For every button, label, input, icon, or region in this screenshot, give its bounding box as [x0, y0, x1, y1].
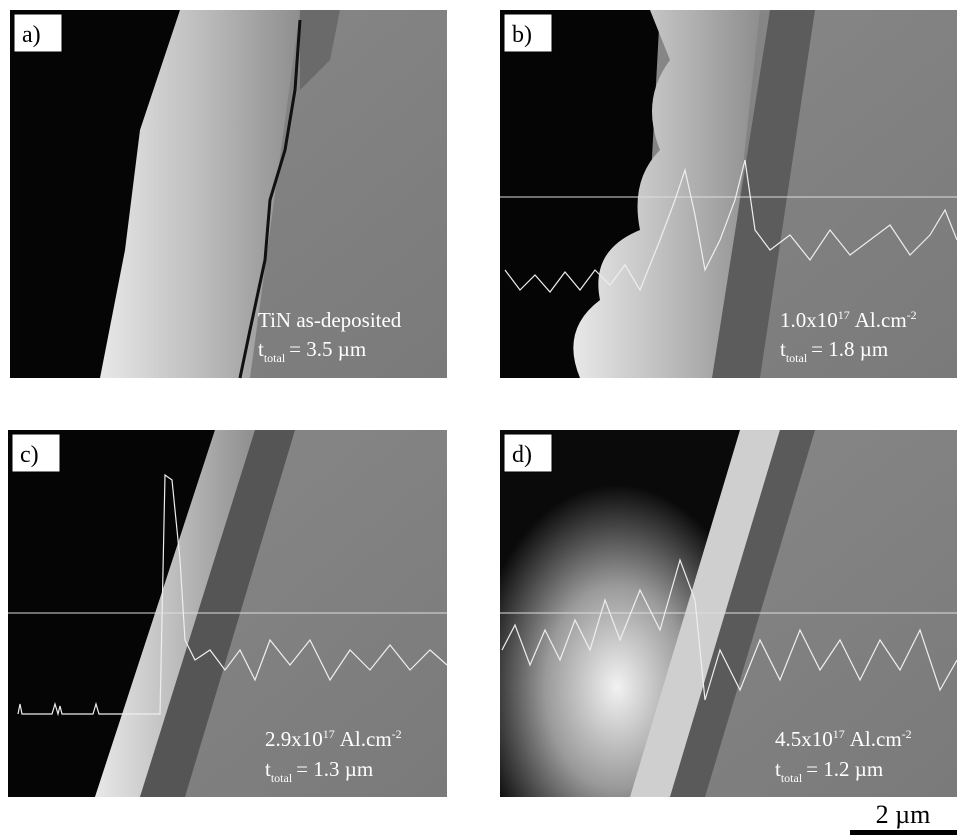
- panel-a: a) TiN as-deposited ttotal= 3.5 µm: [10, 10, 447, 378]
- exponent: 17: [323, 727, 335, 741]
- value: = 1.8 µm: [811, 337, 888, 361]
- scale-bar: [850, 830, 957, 835]
- subscript: total: [264, 351, 286, 365]
- panel-label: b): [512, 22, 532, 48]
- figure: a) TiN as-deposited ttotal= 3.5 µm b) 1.…: [0, 0, 957, 839]
- subscript: total: [271, 771, 293, 785]
- unit-exponent: -2: [907, 308, 917, 322]
- unit-exponent: -2: [392, 727, 402, 741]
- panel-label: a): [22, 22, 41, 48]
- unit: Al.cm: [340, 727, 392, 751]
- panel-label: d): [512, 442, 532, 468]
- panel-label: c): [20, 442, 39, 468]
- unit: Al.cm: [855, 308, 907, 332]
- subscript: total: [786, 351, 808, 365]
- value: = 3.5 µm: [289, 337, 366, 361]
- unit: Al.cm: [850, 727, 902, 751]
- caption: TiN as-deposited: [258, 308, 402, 332]
- value: = 1.2 µm: [806, 757, 883, 781]
- scale-bar-label: 2 µm: [876, 800, 931, 829]
- unit-exponent: -2: [902, 727, 912, 741]
- subscript: total: [781, 771, 803, 785]
- base: 1.0x10: [780, 308, 838, 332]
- exponent: 17: [833, 727, 845, 741]
- exponent: 17: [838, 308, 850, 322]
- base: 4.5x10: [775, 727, 833, 751]
- base: 2.9x10: [265, 727, 323, 751]
- value: = 1.3 µm: [296, 757, 373, 781]
